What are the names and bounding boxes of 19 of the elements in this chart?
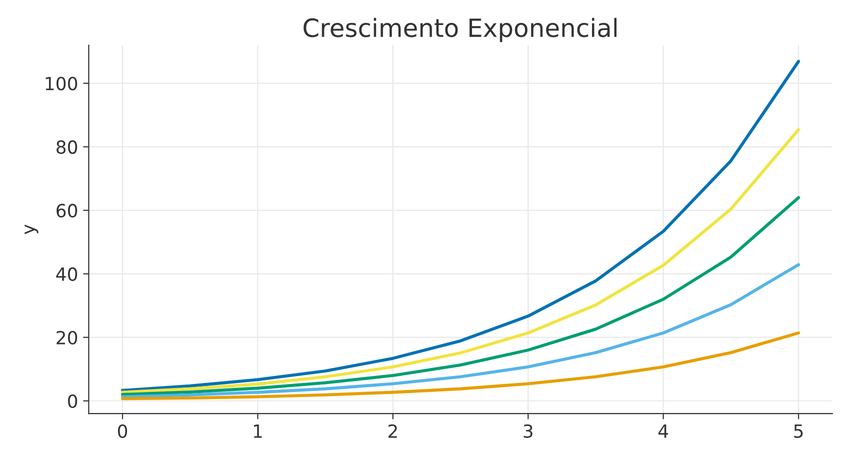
x-tick-label: 5	[794, 424, 803, 438]
y-tick-label: 20	[56, 330, 78, 344]
y-tick-label: 100	[46, 76, 78, 90]
line-series	[120, 331, 800, 400]
line-series	[120, 60, 800, 392]
line-series	[120, 128, 800, 394]
y-tick-label: 40	[56, 267, 78, 281]
y-axis-title: y	[24, 224, 38, 234]
y-tick-label: 80	[56, 140, 78, 154]
line-series	[120, 196, 800, 396]
line-series	[120, 263, 800, 398]
x-tick-label: 2	[388, 424, 397, 438]
y-tick-label: 60	[56, 204, 78, 218]
x-tick-label: 4	[658, 424, 668, 438]
x-tick-label: 3	[524, 424, 532, 438]
x-tick-label: 1	[254, 424, 262, 438]
chart-title: Crescimento Exponencial	[304, 18, 617, 42]
x-tick-label: 0	[118, 424, 128, 438]
y-tick-label: 0	[68, 394, 78, 408]
